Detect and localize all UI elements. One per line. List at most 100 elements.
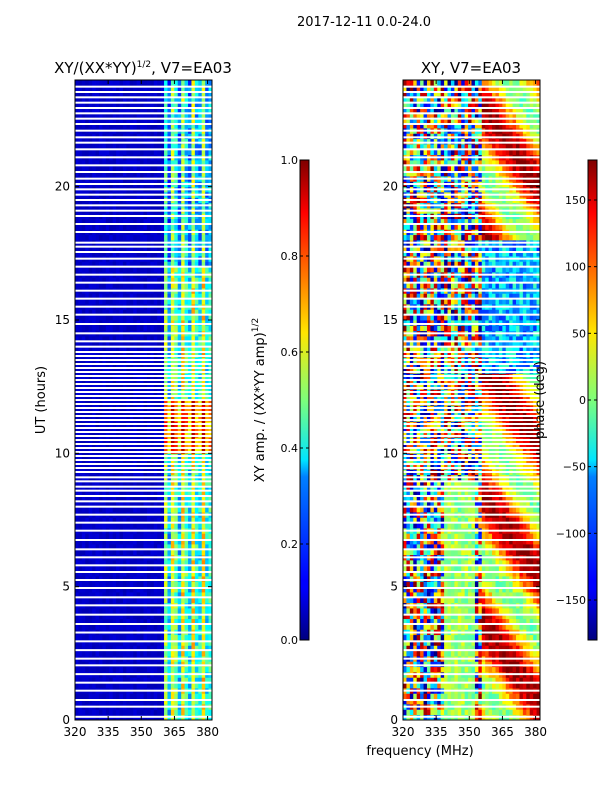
heat-cell [98, 634, 103, 641]
heat-cell [95, 432, 100, 438]
heat-cell [153, 138, 158, 145]
heat-cell [184, 698, 189, 705]
heat-cell [119, 650, 124, 657]
heat-cell [105, 106, 110, 113]
heat-cell [174, 586, 179, 593]
heat-cell [88, 576, 93, 582]
heat-cell [95, 661, 100, 668]
heat-cell [143, 309, 148, 316]
heat-cell [194, 144, 199, 150]
heat-cell [116, 410, 120, 417]
heat-cell [160, 608, 165, 614]
heat-cell [157, 341, 162, 348]
heat-cell [174, 560, 179, 566]
heat-cell [157, 165, 162, 172]
heat-cell [174, 170, 179, 177]
heat-cell [160, 480, 165, 486]
heat-cell [92, 122, 96, 129]
heat-cell [174, 80, 179, 86]
heat-cell [112, 709, 117, 716]
flag-line [75, 548, 212, 551]
heat-cell [160, 362, 165, 369]
figure-suptitle: 2017-12-11 0.0-24.0 [297, 15, 431, 30]
heat-cell [146, 570, 151, 577]
heat-cell [143, 336, 148, 342]
heat-cell [109, 581, 114, 588]
left-plot-frame [74, 79, 213, 721]
heat-cell [75, 394, 79, 401]
heat-cell [102, 517, 107, 524]
heat-cell [92, 170, 96, 177]
heat-cell [81, 426, 86, 433]
heat-cell [122, 613, 127, 620]
heat-cell [116, 544, 120, 550]
heat-cell [181, 693, 185, 700]
heat-cell [160, 581, 165, 588]
heat-cell [133, 709, 138, 716]
heat-cell [205, 352, 209, 358]
heat-cell [129, 581, 134, 588]
heat-cell [157, 533, 162, 540]
heat-cell [198, 677, 203, 684]
heat-cell [98, 314, 103, 321]
heat-cell [140, 544, 144, 550]
heat-cell [140, 346, 144, 353]
heat-cell [92, 277, 96, 284]
heat-cell [153, 533, 158, 540]
heat-cell [170, 85, 175, 92]
flag-line [75, 367, 212, 369]
heat-cell [157, 224, 162, 230]
heat-cell [174, 490, 179, 497]
heat-cell [75, 314, 79, 321]
heat-cell [88, 650, 93, 657]
heat-cell [167, 693, 172, 700]
heat-cell [129, 170, 134, 177]
heat-cell [116, 277, 120, 284]
heat-cell [153, 581, 158, 588]
heat-cell [208, 485, 213, 492]
heat-cell [95, 608, 100, 614]
heat-cell [146, 282, 151, 289]
heat-cell [102, 565, 107, 572]
heat-cell [116, 448, 120, 454]
heat-cell [170, 576, 175, 582]
heat-cell [167, 170, 172, 177]
heat-cell [177, 384, 182, 390]
heat-cell [95, 565, 100, 572]
colorbar-tick-label: 0.0 [281, 634, 299, 647]
heat-cell [205, 544, 209, 550]
heat-cell [119, 218, 124, 225]
flag-line [75, 359, 212, 361]
heat-cell [112, 149, 117, 156]
heat-cell [116, 245, 120, 252]
heat-cell [188, 170, 192, 177]
heat-cell [150, 309, 155, 316]
heat-cell [122, 170, 127, 177]
heat-cell [201, 618, 206, 625]
heat-cell [85, 613, 90, 620]
heat-cell [102, 538, 107, 545]
heat-cell [116, 320, 120, 326]
heat-cell [191, 698, 196, 705]
heat-cell [153, 709, 158, 716]
heat-cell [198, 277, 203, 284]
heat-cell [116, 85, 120, 92]
heat-cell [167, 432, 172, 438]
heat-cell [150, 293, 155, 300]
heat-cell [95, 544, 100, 550]
heat-cell [136, 426, 141, 433]
flag-line [75, 193, 212, 196]
heat-cell [167, 325, 172, 332]
heat-cell [102, 112, 107, 118]
heat-cell [129, 80, 134, 86]
heat-cell [184, 565, 189, 572]
heat-cell [201, 709, 206, 716]
flag-line [75, 673, 212, 676]
heat-cell [184, 346, 189, 353]
heat-cell [98, 410, 103, 417]
heat-cell [81, 666, 86, 673]
heat-cell [181, 384, 185, 390]
heat-cell [194, 336, 199, 342]
heat-cell [157, 650, 162, 657]
heat-cell [194, 618, 199, 625]
